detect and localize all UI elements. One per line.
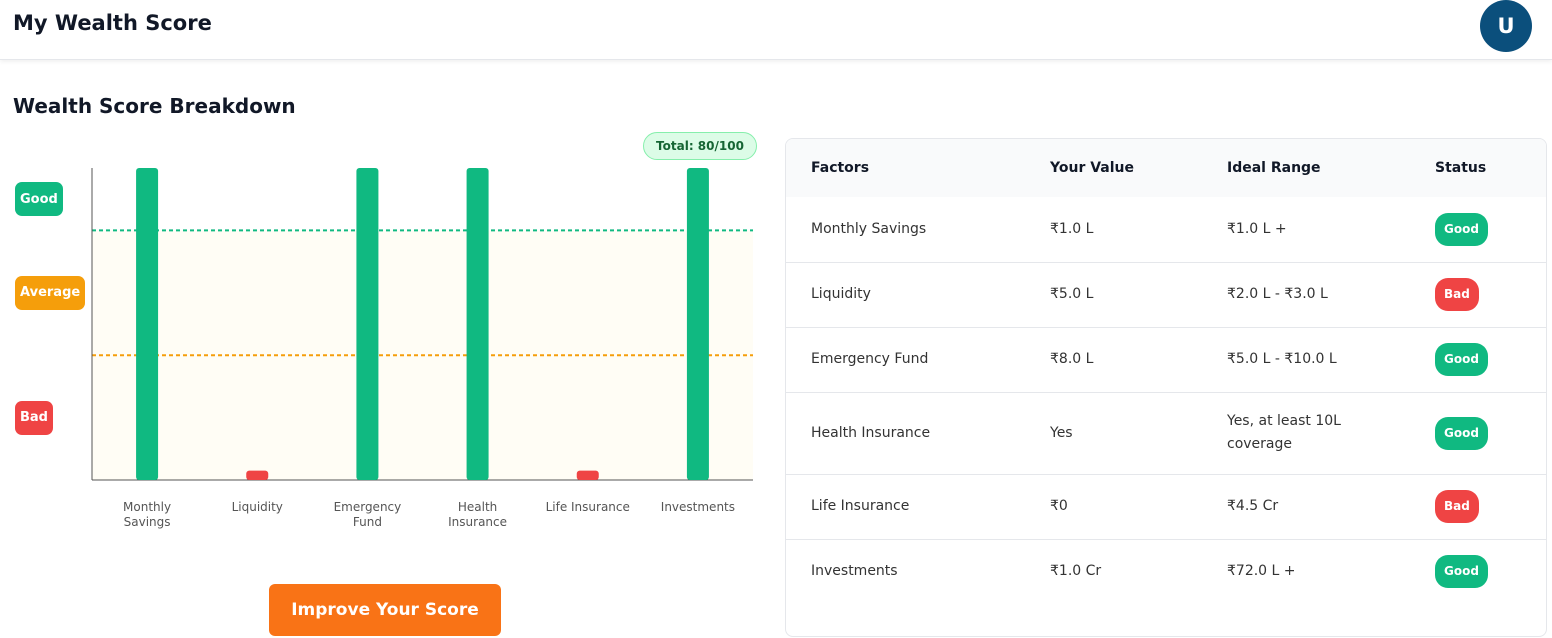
table-cell: Yes, at least 10L coverage [1227, 392, 1387, 474]
table-cell: ₹72.0 L + [1227, 539, 1387, 604]
header-bar [0, 0, 1552, 60]
x-tick-label: Monthly Savings [123, 500, 172, 529]
cell-text: Your Value [1050, 159, 1134, 176]
cell-text: ₹2.0 L - ₹3.0 L [1227, 286, 1328, 302]
table-row: Liquidity ₹5.0 L ₹2.0 L - ₹3.0 L Bad [786, 262, 1546, 328]
status-pill: Good [1435, 416, 1488, 450]
bar [686, 168, 709, 480]
cell-text: Ideal Range [1227, 159, 1321, 176]
cell-text: Health Insurance [811, 424, 931, 441]
bar [576, 470, 599, 480]
status-pill: Bad [1435, 278, 1479, 311]
x-tick-label: Emergency Fund [333, 500, 402, 529]
status-pill: Bad [1435, 490, 1479, 523]
zone-label: Average [15, 275, 86, 310]
table-cell: Liquidity [811, 262, 1031, 327]
cell-text: Monthly Savings [811, 221, 927, 237]
bar [356, 168, 379, 480]
table-cell: Bad [1435, 474, 1535, 539]
cell-text: ₹0 [1050, 498, 1068, 514]
table-header: Factors Your Value Ideal Range Status [786, 139, 1546, 197]
x-tick-label: Health Insurance [448, 500, 508, 529]
table-cell: ₹0 [1050, 474, 1220, 539]
cell-text: ₹4.5 Cr [1227, 498, 1279, 514]
table-row: Investments ₹1.0 Cr ₹72.0 L + Good [786, 539, 1546, 604]
improve-button[interactable]: Improve Your Score [269, 584, 501, 636]
table-cell: Good [1435, 327, 1535, 392]
cell-text: Liquidity [811, 286, 871, 302]
cell-text: ₹1.0 L + [1227, 221, 1287, 237]
section-title: Wealth Score Breakdown [13, 94, 296, 118]
bar [466, 168, 489, 480]
table-cell: Factors [811, 139, 1031, 197]
x-tick-label: Liquidity [231, 500, 283, 514]
table-cell: Your Value [1050, 139, 1220, 197]
avatar[interactable]: U [1480, 0, 1532, 52]
status-pill: Good [1435, 555, 1488, 588]
table-cell: Status [1435, 139, 1535, 197]
table-cell: Ideal Range [1227, 139, 1387, 197]
table-cell: ₹8.0 L [1050, 327, 1220, 392]
x-tick-label: Life Insurance [545, 500, 630, 514]
table-row: Emergency Fund ₹8.0 L ₹5.0 L - ₹10.0 L Good [786, 327, 1546, 393]
table-cell: Investments [811, 539, 1031, 604]
app-title: My Wealth Score [13, 11, 212, 35]
table-row: Health Insurance Yes Yes, at least 10L cov… [786, 392, 1546, 475]
zone-label: Bad [15, 400, 53, 435]
cell-text: Yes, at least 10L coverage [1227, 413, 1341, 452]
table-cell: ₹1.0 L [1050, 197, 1220, 262]
total-badge: Total: 80/100 [643, 132, 757, 160]
cell-text: ₹1.0 Cr [1050, 563, 1102, 579]
cell-text: Life Insurance [811, 498, 910, 514]
factors-table: Factors Your Value Ideal Range Status Monthl… [785, 138, 1547, 637]
table-cell: Good [1435, 539, 1535, 604]
table-row: Monthly Savings ₹1.0 L ₹1.0 L + Good [786, 197, 1546, 263]
table-row: Life Insurance ₹0 ₹4.5 Cr Bad [786, 474, 1546, 540]
bar [136, 168, 159, 480]
table-cell: ₹4.5 Cr [1227, 474, 1387, 539]
table-cell: ₹1.0 L + [1227, 197, 1387, 262]
cell-text: Investments [811, 563, 898, 579]
cell-text: ₹5.0 L - ₹10.0 L [1227, 351, 1337, 367]
table-cell: ₹1.0 Cr [1050, 539, 1220, 604]
cell-text: Factors [811, 159, 870, 176]
table-cell: ₹5.0 L - ₹10.0 L [1227, 327, 1387, 392]
table-cell: Yes [1050, 392, 1220, 474]
status-pill: Good [1435, 343, 1488, 376]
table-cell: Life Insurance [811, 474, 1031, 539]
bar [246, 470, 269, 480]
chart [91, 168, 753, 481]
cell-text: Status [1435, 159, 1487, 176]
table-cell: Good [1435, 197, 1535, 262]
table-cell: Emergency Fund [811, 327, 1031, 392]
cell-text: ₹5.0 L [1050, 286, 1094, 302]
table-cell: Health Insurance [811, 392, 1031, 474]
status-pill: Good [1435, 213, 1488, 246]
cell-text: ₹72.0 L + [1227, 563, 1296, 579]
cell-text: ₹8.0 L [1050, 351, 1094, 367]
x-tick-label: Investments [660, 500, 736, 514]
table-cell: Good [1435, 392, 1535, 474]
table-cell: Bad [1435, 262, 1535, 327]
cell-text: Emergency Fund [811, 351, 929, 367]
zone-label: Good [15, 182, 63, 217]
cell-text: ₹1.0 L [1050, 221, 1094, 237]
table-cell: Monthly Savings [811, 197, 1031, 262]
cell-text: Yes [1050, 424, 1073, 441]
table-cell: ₹5.0 L [1050, 262, 1220, 327]
table-cell: ₹2.0 L - ₹3.0 L [1227, 262, 1387, 327]
